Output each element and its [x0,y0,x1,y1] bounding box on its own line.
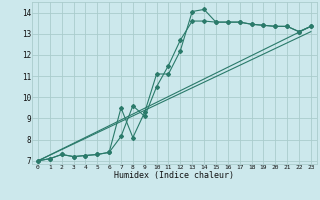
X-axis label: Humidex (Indice chaleur): Humidex (Indice chaleur) [115,171,234,180]
